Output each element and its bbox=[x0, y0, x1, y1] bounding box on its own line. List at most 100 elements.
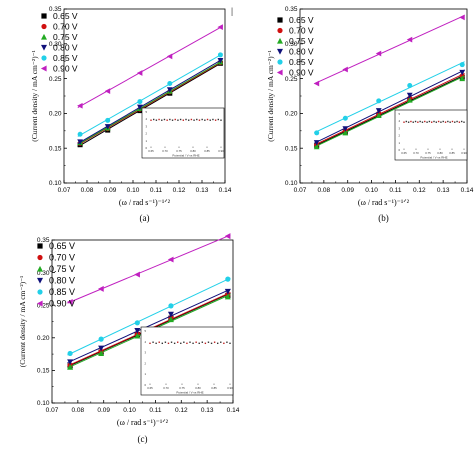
inset-x-tick-label: 0.80 bbox=[195, 386, 201, 390]
x-tick-label: 0.09 bbox=[97, 407, 110, 414]
data-point bbox=[166, 87, 173, 93]
inset-data-point bbox=[166, 119, 168, 121]
inset-y-tick-label: 4 bbox=[144, 340, 146, 344]
inset-data-point bbox=[177, 119, 179, 121]
x-tick-label: 0.14 bbox=[227, 407, 240, 414]
series-0-85V bbox=[314, 61, 465, 136]
inset-data-point bbox=[190, 118, 193, 121]
data-point bbox=[77, 102, 83, 109]
data-point bbox=[217, 24, 223, 30]
inset-data-point bbox=[424, 120, 426, 123]
inset-y-tick-label: 3 bbox=[144, 351, 146, 355]
data-point bbox=[77, 131, 83, 137]
fit-line bbox=[314, 14, 465, 85]
inset-data-point bbox=[158, 118, 160, 121]
data-point bbox=[67, 359, 74, 366]
inset-y-tick-label: 0 bbox=[144, 383, 146, 387]
legend-marker bbox=[41, 23, 47, 30]
data-point bbox=[406, 92, 413, 99]
inset-data-point bbox=[456, 120, 458, 123]
inset-data-point bbox=[170, 341, 173, 343]
inset-data-point bbox=[410, 120, 412, 123]
inset-data-point bbox=[176, 341, 179, 343]
y-tick-label: 0.10 bbox=[285, 180, 298, 187]
inset-data-point bbox=[206, 118, 209, 121]
y-tick-label: 0.20 bbox=[49, 111, 62, 118]
inset-x-tick-label: 0.70 bbox=[163, 386, 169, 390]
fit-line bbox=[77, 58, 223, 144]
legend-label: 0.65 V bbox=[53, 11, 78, 21]
inset-x-tick-label: 0.75 bbox=[176, 149, 182, 153]
inset-data-point bbox=[428, 120, 431, 123]
inset-y-tick-label: 2 bbox=[144, 361, 146, 365]
inset-data-point bbox=[412, 121, 414, 123]
data-point bbox=[459, 75, 466, 82]
inset-data-point bbox=[226, 341, 228, 343]
inset-data-point bbox=[183, 341, 185, 343]
x-tick-label: 0.08 bbox=[72, 407, 85, 414]
inset-data-point bbox=[421, 121, 424, 123]
data-point bbox=[376, 98, 382, 104]
data-point bbox=[98, 345, 105, 352]
inset-x-tick-label: 0.90 bbox=[461, 151, 467, 155]
inset-x-tick-label: 0.70 bbox=[413, 151, 419, 155]
inset-y-tick-label: 2 bbox=[145, 132, 147, 136]
data-point bbox=[375, 50, 382, 57]
data-point bbox=[406, 97, 413, 103]
inset-x-tick-label: 0.90 bbox=[218, 149, 224, 153]
data-point bbox=[137, 99, 143, 105]
fit-line bbox=[314, 61, 465, 134]
y-tick-label: 0.35 bbox=[285, 6, 298, 13]
panel-label: (b) bbox=[378, 213, 389, 223]
x-tick-label: 0.07 bbox=[46, 407, 59, 414]
fit-line bbox=[314, 69, 465, 144]
inset-data-point bbox=[152, 341, 154, 343]
inset-y-tick-label: 5 bbox=[145, 110, 147, 114]
y-tick-label: 0.10 bbox=[37, 400, 50, 407]
inset-x-label: Potential / V vs RHE bbox=[172, 154, 199, 158]
inset-data-point bbox=[198, 342, 200, 345]
inset-data-point bbox=[214, 119, 217, 121]
x-tick-label: 0.11 bbox=[150, 187, 163, 194]
data-point bbox=[224, 293, 231, 300]
inset-data-point bbox=[449, 121, 451, 123]
data-point bbox=[167, 311, 174, 318]
inset-y-tick-label: 4 bbox=[398, 119, 400, 123]
inset-y-tick-label: 5 bbox=[398, 112, 400, 116]
data-point bbox=[217, 52, 223, 58]
inset-y-tick-label: 0 bbox=[398, 148, 400, 152]
inset-x-tick-label: 0.65 bbox=[147, 386, 153, 390]
inset-x-tick-label: 0.65 bbox=[401, 151, 407, 155]
inset-data-point bbox=[213, 341, 216, 343]
inset-data-point bbox=[460, 120, 463, 123]
inset-data-point bbox=[419, 120, 421, 123]
legend-marker bbox=[277, 27, 283, 34]
inset-data-point bbox=[212, 118, 214, 121]
legend-label: 0.90 V bbox=[49, 299, 75, 309]
inset-data-point bbox=[161, 119, 163, 121]
legend-label: 0.80 V bbox=[289, 47, 314, 57]
inset-frame bbox=[140, 326, 234, 396]
inset-data-point bbox=[192, 342, 194, 345]
legend: 0.65 V0.70 V0.75 V0.80 V0.85 V0.90 V bbox=[276, 15, 314, 78]
inset-data-point bbox=[223, 342, 225, 345]
legend-marker bbox=[277, 37, 283, 44]
inset-plot: 0.65 0.70 0.75 0.80 0.85 0.90 5 4 3 2 1 0 Potential … bbox=[140, 326, 234, 396]
legend-label: 0.80 V bbox=[53, 43, 78, 53]
data-point bbox=[217, 58, 224, 64]
data-point bbox=[67, 364, 74, 370]
inset-data-point bbox=[173, 342, 176, 345]
x-tick-label: 0.11 bbox=[149, 407, 162, 414]
inset-data-point bbox=[405, 120, 408, 123]
inset-data-point bbox=[204, 342, 207, 345]
inset-x-label: Potential / V vs RHE bbox=[176, 391, 203, 395]
inset-data-point bbox=[171, 119, 174, 121]
x-tick-label: 0.10 bbox=[123, 407, 136, 414]
inset-data-point bbox=[201, 118, 203, 121]
x-tick-label: 0.12 bbox=[173, 187, 186, 194]
inset-y-tick-label: 2 bbox=[398, 134, 400, 138]
data-point bbox=[407, 83, 413, 89]
y-tick-label: 0.30 bbox=[285, 41, 298, 48]
y-tick-label: 0.15 bbox=[37, 368, 50, 375]
